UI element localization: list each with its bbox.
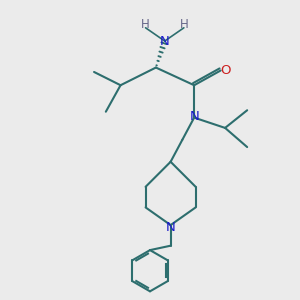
Text: N: N [166,221,176,234]
Text: N: N [160,34,169,48]
Text: O: O [220,64,230,77]
Text: H: H [141,18,150,32]
Text: H: H [179,18,188,32]
Text: N: N [189,110,199,123]
